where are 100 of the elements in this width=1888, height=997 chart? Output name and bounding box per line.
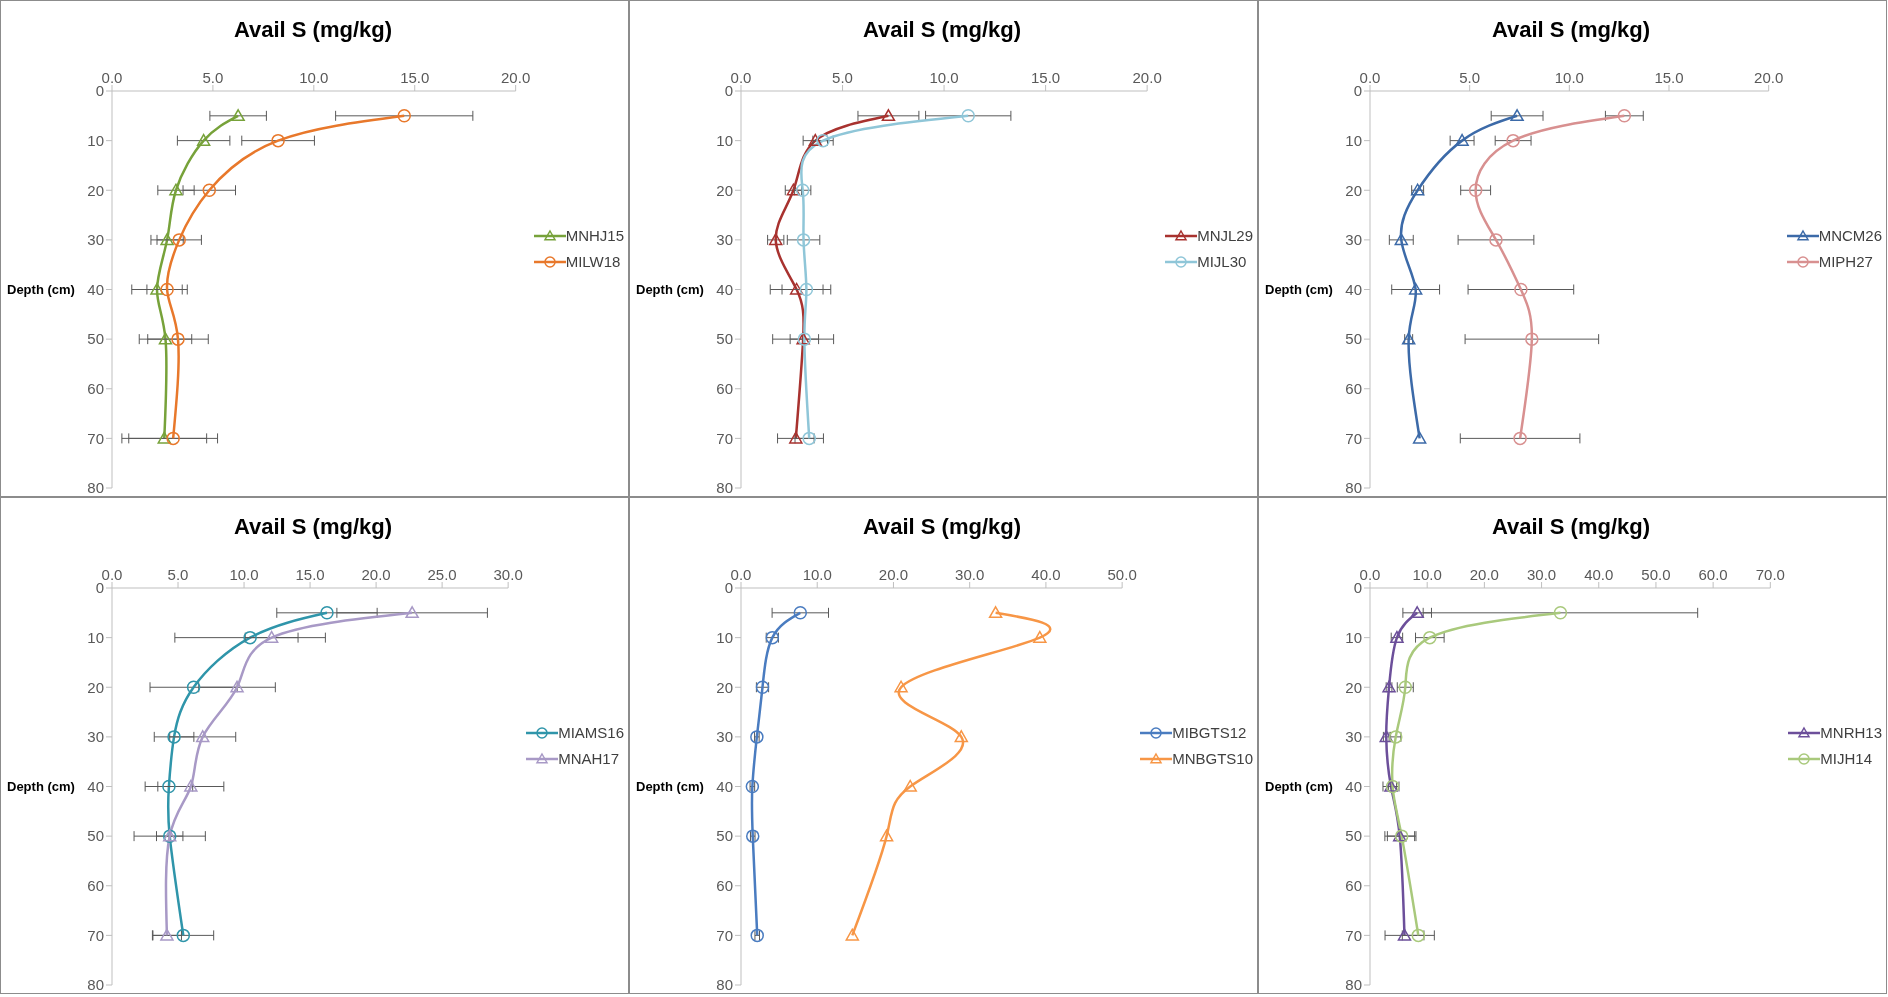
point [1423,630,1437,645]
y-tick-label: 60 [1345,877,1362,895]
x-tick-label: 40.0 [1031,566,1061,583]
x-tick-label: 10.0 [229,566,259,583]
point [158,332,173,345]
legend-label: MIBGTS12 [1172,724,1247,741]
point [1617,109,1632,123]
point [231,109,245,122]
y-tick-label: 10 [87,628,104,646]
point [988,606,1003,619]
x-tick-label: 20.0 [501,69,531,86]
x-tick-label: 30.0 [1526,566,1557,583]
x-tick-label: 5.0 [167,566,189,583]
y-tick-label: 50 [87,827,104,845]
y-axis-title: Depth (cm) [636,779,704,795]
x-tick-label: 20.0 [1132,69,1162,86]
y-tick-label: 70 [716,926,733,944]
point [167,730,181,744]
y-tick-label: 80 [87,976,104,994]
point [750,928,764,943]
y-tick-label: 60 [716,877,733,895]
x-tick-label: 10.0 [1554,69,1584,86]
point [184,779,198,792]
point [243,630,257,645]
point [1397,928,1412,941]
x-tick-label: 15.0 [1654,69,1684,86]
x-tick-label: 15.0 [1031,69,1061,86]
legend-label: MILW18 [565,253,621,270]
y-tick-label: 30 [1345,231,1362,249]
y-tick-label: 10 [87,131,104,149]
y-tick-label: 50 [716,330,733,348]
point [176,928,191,943]
x-tick-label: 5.0 [1459,69,1481,86]
point [789,431,803,444]
x-tick-label: 10.0 [299,69,329,86]
y-tick-label: 70 [87,429,104,447]
y-tick-label: 80 [716,976,733,994]
point [1525,332,1539,346]
y-tick-label: 40 [1345,280,1362,298]
point [894,680,908,693]
chart-title: Avail S (mg/kg) [1490,514,1652,540]
legend-label: MIJL30 [1197,253,1247,270]
y-tick-label: 50 [1345,330,1362,348]
x-tick-label: 5.0 [202,69,224,86]
y-tick-label: 10 [1345,628,1362,646]
point [954,730,969,743]
y-axis-title: Depth (cm) [1265,779,1333,795]
x-tick-label: 50.0 [1107,566,1137,583]
y-tick-label: 80 [716,479,733,497]
point [796,233,811,247]
point [1553,606,1568,620]
y-tick-label: 60 [1345,380,1362,398]
point [1514,282,1528,297]
point [171,332,185,346]
x-tick-label: 0.0 [730,566,752,583]
point [1408,282,1423,295]
y-tick-label: 50 [87,330,104,348]
y-tick-label: 70 [716,429,733,447]
point [196,133,211,146]
y-tick-label: 80 [1345,976,1362,994]
y-tick-label: 10 [716,628,733,646]
chart-title: Avail S (mg/kg) [232,17,394,43]
y-tick-label: 10 [716,131,733,149]
y-tick-label: 0 [724,82,733,100]
y-tick-label: 60 [716,380,733,398]
x-tick-label: 0.0 [101,69,123,86]
y-tick-label: 30 [716,728,733,746]
x-tick-label: 20.0 [1754,69,1784,86]
y-tick-label: 40 [87,777,104,795]
point [160,233,174,246]
y-tick-label: 20 [87,181,104,199]
y-tick-label: 40 [716,280,733,298]
point [745,829,760,843]
y-axis-title: Depth (cm) [636,282,704,298]
x-tick-label: 0.0 [101,566,123,583]
point [162,779,176,794]
point [230,680,244,693]
y-tick-label: 60 [87,877,104,895]
y-tick-label: 0 [724,579,733,597]
x-tick-label: 10.0 [929,69,959,86]
y-tick-label: 70 [1345,429,1362,447]
y-tick-label: 50 [1345,827,1362,845]
y-tick-label: 0 [1353,82,1362,100]
y-tick-label: 50 [716,827,733,845]
point [1510,109,1524,122]
y-tick-label: 40 [716,777,733,795]
y-tick-label: 20 [1345,181,1362,199]
x-tick-label: 0.0 [730,69,752,86]
legend-label: MNCM26 [1818,227,1882,244]
point [172,233,186,247]
y-tick-label: 30 [87,728,104,746]
y-tick-label: 70 [87,926,104,944]
point [903,779,917,792]
point [169,183,183,196]
point [1489,233,1503,247]
x-tick-label: 70.0 [1755,566,1785,583]
point [405,606,419,619]
point [1033,630,1047,643]
point [1468,183,1483,197]
point [202,183,217,197]
